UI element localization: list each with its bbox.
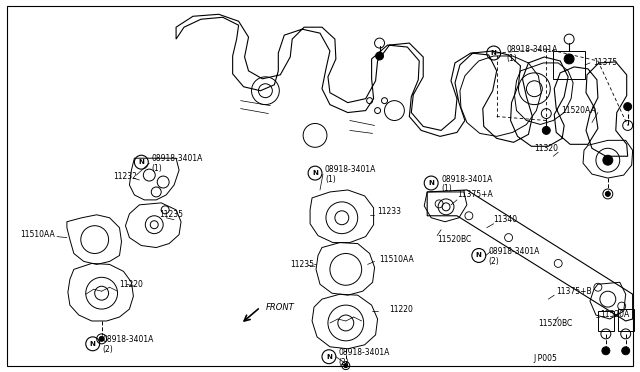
Circle shape bbox=[605, 192, 611, 196]
Circle shape bbox=[564, 54, 574, 64]
Circle shape bbox=[602, 347, 610, 355]
Bar bbox=[618, 309, 634, 331]
Text: 08918-3401A: 08918-3401A bbox=[339, 348, 390, 357]
Text: 11235: 11235 bbox=[159, 210, 183, 219]
Text: 11520AA: 11520AA bbox=[561, 106, 596, 115]
Text: 11232: 11232 bbox=[113, 171, 138, 180]
Text: 11220: 11220 bbox=[120, 280, 143, 289]
Text: FRONT: FRONT bbox=[266, 302, 294, 312]
Text: (1): (1) bbox=[151, 164, 162, 173]
Text: N: N bbox=[476, 253, 482, 259]
Text: (2): (2) bbox=[489, 257, 499, 266]
Text: 11520BC: 11520BC bbox=[437, 235, 472, 244]
Text: N: N bbox=[90, 341, 95, 347]
Bar bbox=[553, 51, 585, 79]
Text: 11220: 11220 bbox=[390, 305, 413, 314]
Circle shape bbox=[99, 336, 104, 341]
Circle shape bbox=[344, 364, 348, 368]
Text: N: N bbox=[326, 354, 332, 360]
Text: 08918-3401A: 08918-3401A bbox=[102, 335, 154, 344]
Text: 11235-: 11235- bbox=[290, 260, 317, 269]
Text: 08918-3401A: 08918-3401A bbox=[325, 165, 376, 174]
Text: 11520BC: 11520BC bbox=[538, 320, 573, 328]
Text: N: N bbox=[138, 159, 144, 165]
Bar bbox=[598, 311, 614, 331]
Text: 08918-3401A: 08918-3401A bbox=[441, 174, 492, 183]
Text: 11320: 11320 bbox=[534, 144, 558, 153]
Text: 08918-3401A: 08918-3401A bbox=[151, 154, 203, 163]
Text: 11510AA: 11510AA bbox=[20, 230, 55, 239]
Text: 11375: 11375 bbox=[593, 58, 617, 67]
Circle shape bbox=[542, 126, 550, 134]
Text: 11375+A: 11375+A bbox=[457, 190, 493, 199]
Text: J P005: J P005 bbox=[533, 354, 557, 363]
Text: (1): (1) bbox=[441, 185, 452, 193]
Text: N: N bbox=[428, 180, 434, 186]
Circle shape bbox=[621, 347, 630, 355]
Text: 11340: 11340 bbox=[493, 215, 518, 224]
Text: 11233: 11233 bbox=[378, 207, 401, 216]
Circle shape bbox=[376, 52, 383, 60]
Text: 08918-3401A: 08918-3401A bbox=[489, 247, 540, 256]
Text: 08918-3401A: 08918-3401A bbox=[507, 45, 558, 54]
Text: 11520A: 11520A bbox=[600, 310, 629, 318]
Text: N: N bbox=[491, 50, 497, 56]
Circle shape bbox=[603, 155, 612, 165]
Text: (2): (2) bbox=[102, 345, 113, 354]
Circle shape bbox=[624, 103, 632, 110]
Text: (1): (1) bbox=[507, 54, 517, 64]
Text: 11510AA: 11510AA bbox=[380, 255, 414, 264]
Text: (2): (2) bbox=[339, 358, 349, 367]
Text: (1): (1) bbox=[325, 174, 336, 183]
Text: 11375+B: 11375+B bbox=[556, 287, 592, 296]
Text: N: N bbox=[312, 170, 318, 176]
